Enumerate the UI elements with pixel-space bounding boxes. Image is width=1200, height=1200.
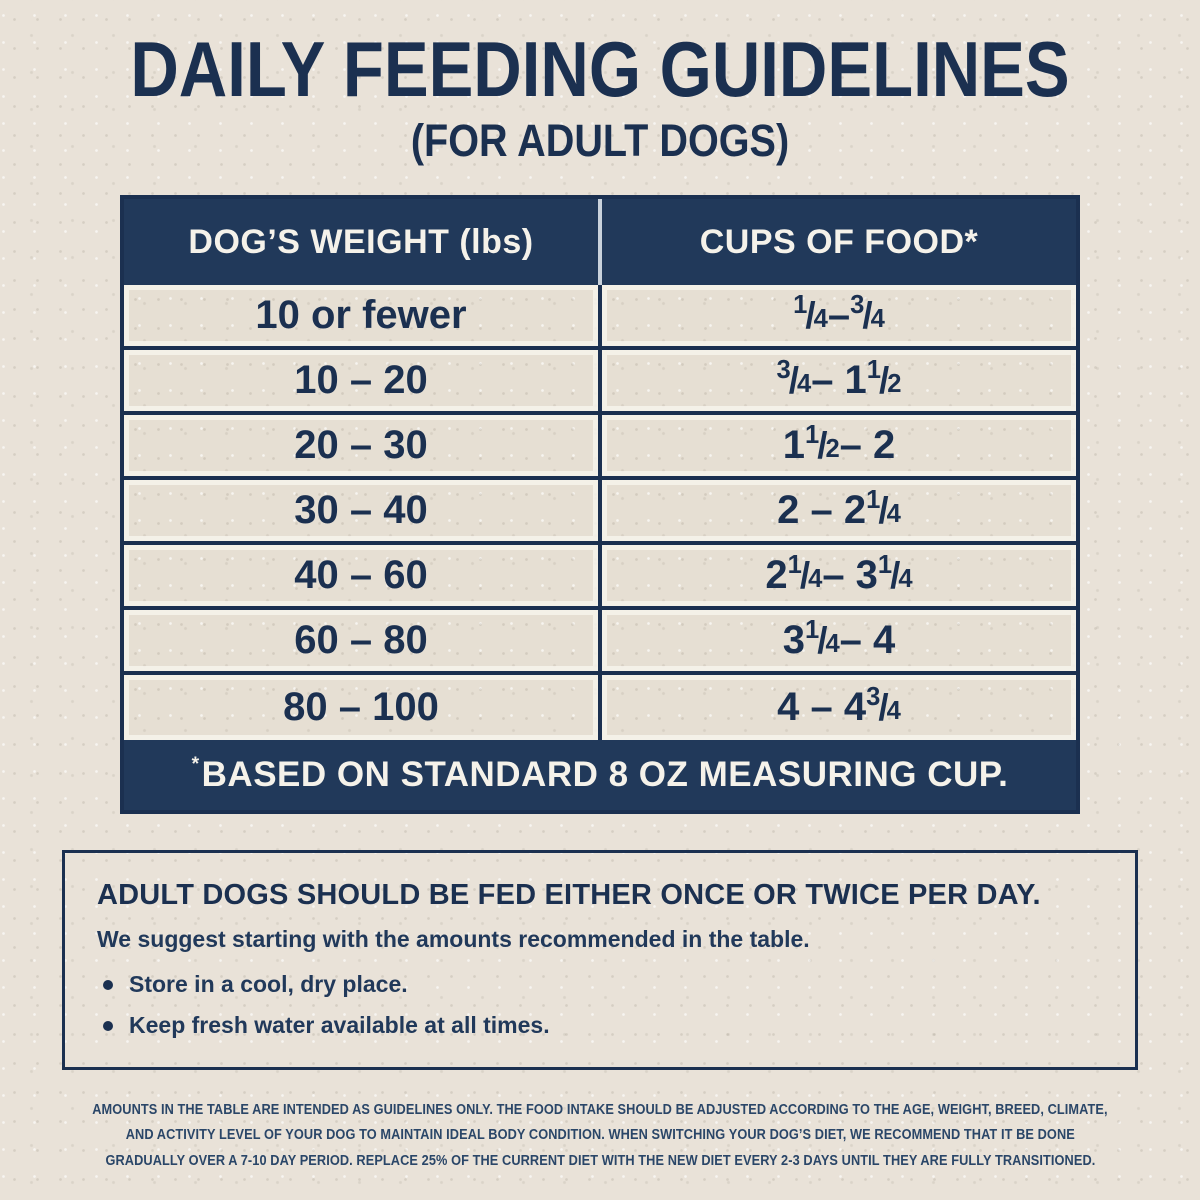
page-subtitle: (FOR ADULT DOGS): [410, 115, 790, 166]
bullet-icon: [103, 979, 113, 990]
feeding-table: DOG’S WEIGHT (lbs) CUPS OF FOOD* 10 or f…: [120, 195, 1080, 814]
fine-print-line: AND ACTIVITY LEVEL OF YOUR DOG TO MAINTA…: [125, 1127, 1075, 1144]
table-row: 30 – 40 2 – 2 1/4: [124, 480, 1076, 545]
cups-cell: 2 – 2 1/4: [602, 480, 1076, 541]
table-footnote: * BASED ON STANDARD 8 OZ MEASURING CUP.: [124, 740, 1076, 810]
cups-cell: 1/4 – 3/4: [602, 285, 1076, 346]
table-header-row: DOG’S WEIGHT (lbs) CUPS OF FOOD*: [124, 199, 1076, 285]
info-subheading: We suggest starting with the amounts rec…: [97, 926, 810, 952]
cups-cell: 3/4 – 1 1/2: [602, 350, 1076, 411]
table-row: 80 – 100 4 – 4 3/4: [124, 675, 1076, 740]
cups-cell: 4 – 4 3/4: [602, 675, 1076, 740]
weight-cell: 40 – 60: [124, 545, 602, 606]
cups-cell: 3 1/4 – 4: [602, 610, 1076, 671]
weight-cell: 10 – 20: [124, 350, 602, 411]
page-title: DAILY FEEDING GUIDELINES: [130, 25, 1070, 113]
bullet-text: Store in a cool, dry place.: [129, 971, 408, 997]
feeding-info-box: ADULT DOGS SHOULD BE FED EITHER ONCE OR …: [62, 850, 1138, 1070]
info-heading: ADULT DOGS SHOULD BE FED EITHER ONCE OR …: [97, 879, 1041, 911]
table-body: 10 or fewer 1/4 – 3/4 10 – 20 3/4 – 1 1/…: [124, 285, 1076, 740]
col-header-dogs-weight: DOG’S WEIGHT (lbs): [188, 222, 534, 261]
table-row: 20 – 30 1 1/2 – 2: [124, 415, 1076, 480]
table-row: 10 – 20 3/4 – 1 1/2: [124, 350, 1076, 415]
weight-cell: 30 – 40: [124, 480, 602, 541]
weight-cell: 80 – 100: [124, 675, 602, 740]
cups-cell: 1 1/2 – 2: [602, 415, 1076, 476]
info-bullet-list: Store in a cool, dry place. Keep fresh w…: [97, 971, 1103, 1039]
list-item: Store in a cool, dry place.: [97, 971, 1103, 998]
weight-cell: 60 – 80: [124, 610, 602, 671]
col-header-cups-of-food: CUPS OF FOOD*: [598, 199, 1076, 285]
list-item: Keep fresh water available at all times.: [97, 1012, 1103, 1039]
fine-print: AMOUNTS IN THE TABLE ARE INTENDED AS GUI…: [0, 1098, 1200, 1174]
footnote-text: BASED ON STANDARD 8 OZ MEASURING CUP.: [201, 755, 1009, 794]
footnote-asterisk: *: [191, 754, 200, 776]
bullet-icon: [103, 1020, 113, 1031]
weight-cell: 10 or fewer: [124, 285, 602, 346]
table-row: 10 or fewer 1/4 – 3/4: [124, 285, 1076, 350]
table-row: 60 – 80 3 1/4 – 4: [124, 610, 1076, 675]
weight-cell: 20 – 30: [124, 415, 602, 476]
fine-print-line: AMOUNTS IN THE TABLE ARE INTENDED AS GUI…: [92, 1102, 1108, 1118]
bullet-text: Keep fresh water available at all times.: [129, 1012, 550, 1038]
table-row: 40 – 60 2 1/4 – 3 1/4: [124, 545, 1076, 610]
fine-print-line: GRADUALLY OVER A 7-10 DAY PERIOD. REPLAC…: [105, 1152, 1095, 1169]
cups-cell: 2 1/4 – 3 1/4: [602, 545, 1076, 606]
